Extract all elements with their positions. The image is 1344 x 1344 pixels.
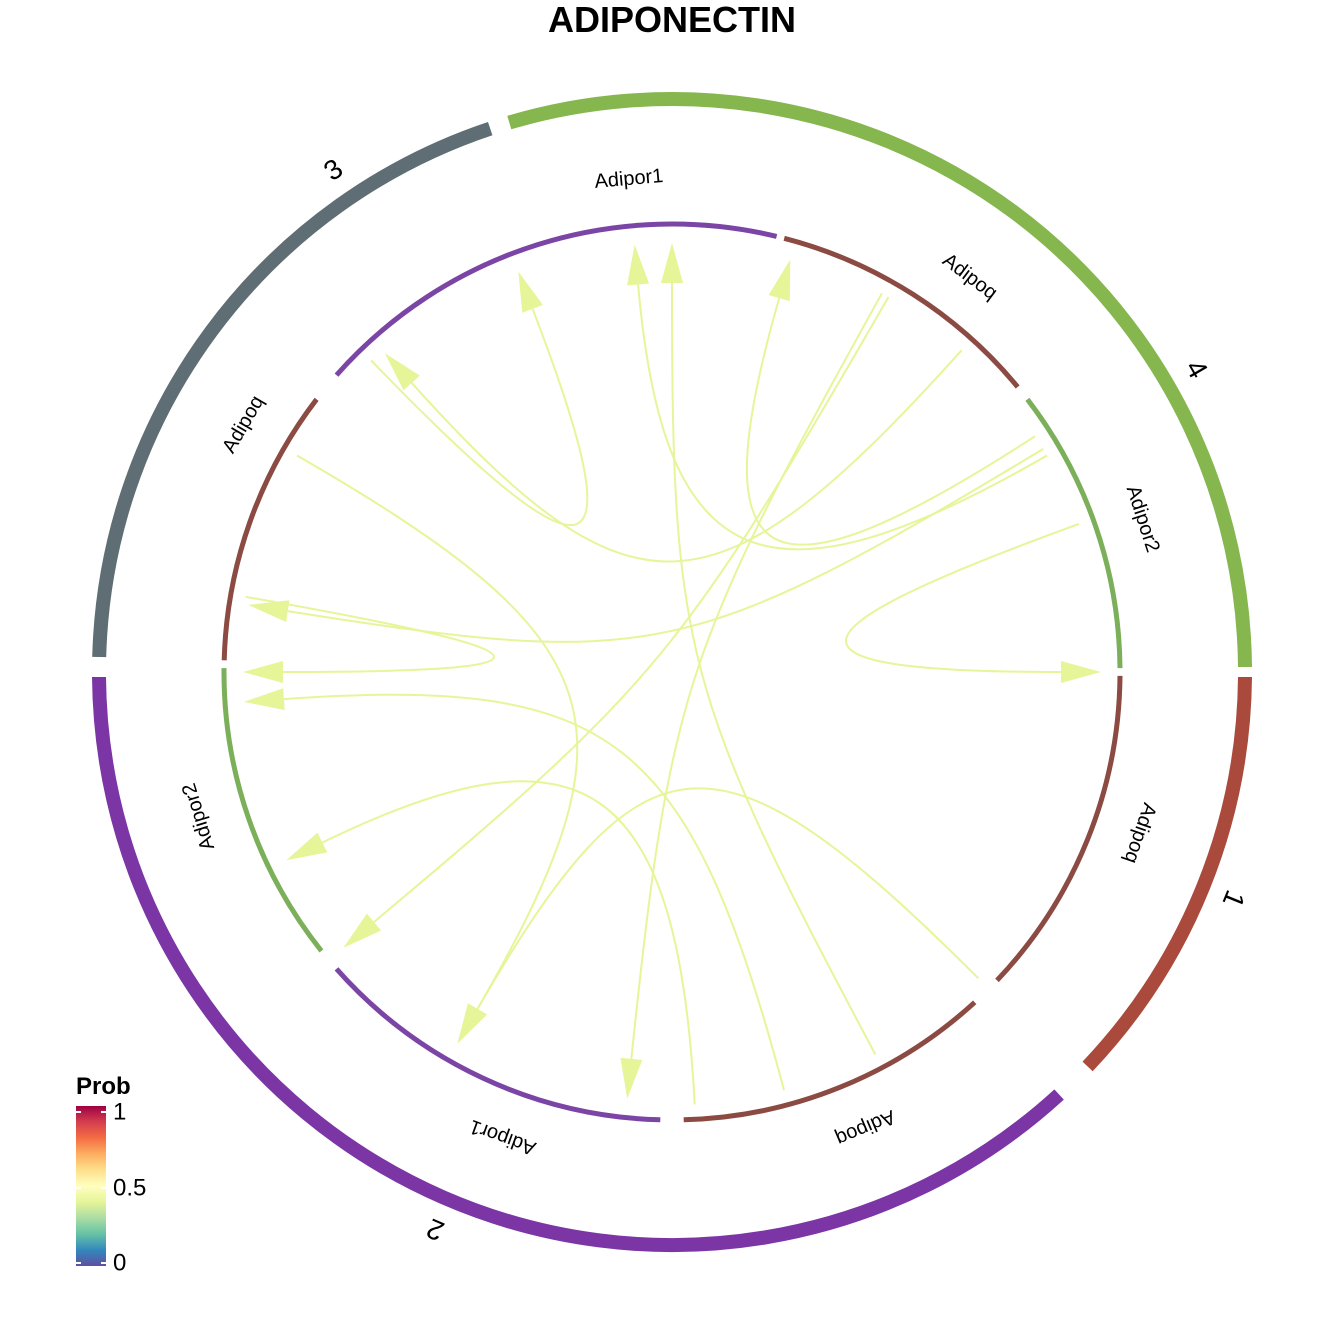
link-arrowhead-3 [343, 913, 382, 948]
link-5 [476, 787, 979, 1010]
sector-label-adipor2: Adipor2 [1122, 483, 1164, 555]
link-arrowhead-2 [627, 244, 650, 286]
link-arrowhead-14 [384, 353, 420, 391]
sector-arc-adipoq [783, 235, 1020, 389]
link-8 [283, 693, 786, 1091]
link-10 [245, 595, 495, 673]
sector-arc-adipor2 [1025, 397, 1123, 669]
sector-label-adipor1: Adipor1 [594, 165, 665, 193]
link-arrowhead-1 [1061, 661, 1101, 683]
group-arc-2 [92, 676, 1064, 1252]
group-ring [92, 92, 1252, 1252]
group-label-2: 2 [422, 1212, 448, 1247]
sector-arc-adipor2 [221, 668, 324, 953]
legend-colorbar [76, 1106, 106, 1266]
chart-title: ADIPONECTIN [548, 0, 796, 40]
sector-label-adipoq: Adipoq [1119, 800, 1160, 866]
sector-arc-adipoq [221, 397, 319, 661]
legend-ticks: 10.50 [76, 1099, 146, 1277]
group-label-4: 4 [1179, 355, 1214, 384]
link-3 [373, 296, 890, 923]
legend-tick-label: 0.5 [113, 1175, 146, 1202]
group-label-3: 3 [318, 152, 348, 186]
link-9 [296, 454, 579, 1010]
sector-arc-adipoq [683, 1000, 977, 1123]
sector-label-adipor1: Adipor1 [467, 1115, 539, 1159]
legend-tick-label: 0 [113, 1250, 126, 1277]
link-arrowhead-10 [243, 661, 283, 683]
sector-label-adipoq: Adipoq [218, 392, 268, 457]
sector-arc-adipoq [995, 675, 1123, 983]
link-arrowhead-7 [286, 832, 328, 861]
link-1 [845, 522, 1080, 673]
link-12 [745, 297, 1036, 546]
link-14 [410, 349, 963, 563]
link-7 [321, 780, 696, 1105]
legend-tick-label: 1 [113, 1099, 126, 1126]
group-arc-1 [1082, 676, 1252, 1072]
group-label-1: 1 [1217, 886, 1252, 912]
legend: Prob 10.50 [76, 1073, 146, 1277]
sector-arc-adipor1 [334, 221, 778, 377]
link-2 [637, 284, 1048, 551]
link-6 [671, 282, 877, 1055]
link-11 [370, 308, 589, 527]
link-arrowhead-8 [244, 688, 285, 711]
legend-title: Prob [76, 1073, 131, 1100]
link-arrowhead-12 [768, 259, 791, 302]
link-arrowhead-9 [457, 1003, 487, 1044]
sector-labels: Adipoq Adipoq Adipor1 Adipor2 Adipoq Adipor1 A… [178, 165, 1164, 1159]
sector-label-adipor2: Adipor2 [178, 781, 219, 853]
link-arrowhead-6 [661, 243, 683, 283]
sector-ring [221, 221, 1123, 1123]
link-13 [287, 448, 1044, 643]
sector-arc-adipor1 [334, 967, 661, 1123]
link-arrowhead-13 [248, 600, 290, 622]
link-4 [630, 292, 883, 1060]
link-arrowhead-4 [620, 1057, 643, 1099]
group-arc-3 [92, 121, 493, 658]
link-arrowhead-11 [518, 271, 543, 313]
link-layer [243, 243, 1101, 1105]
group-labels: 1 2 3 4 [318, 152, 1251, 1247]
sector-label-adipoq: Adipoq [832, 1105, 898, 1150]
group-arc-4 [507, 92, 1252, 668]
sector-label-adipoq: Adipoq [938, 249, 1001, 304]
